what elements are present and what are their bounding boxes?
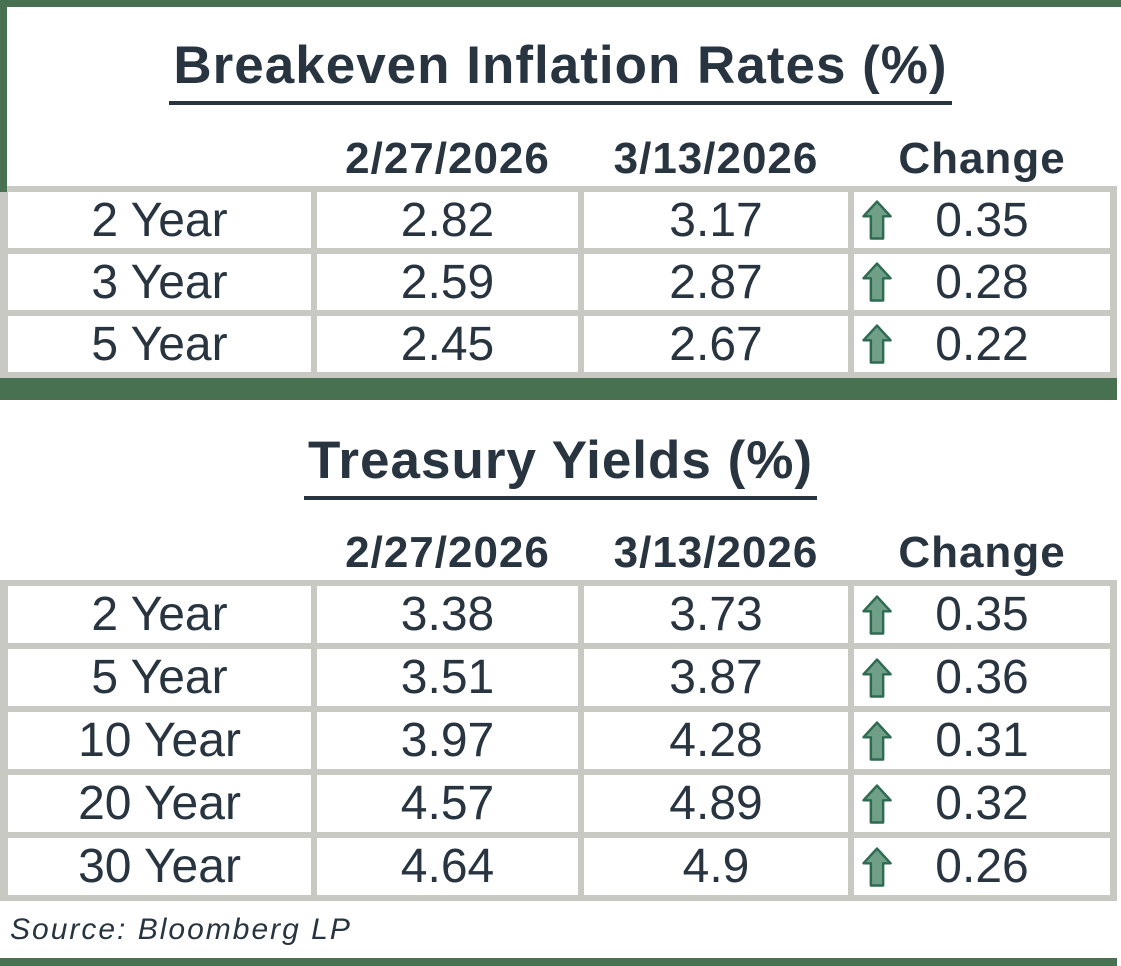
prev-value-cell: 3.97: [317, 712, 578, 769]
prev-value-cell: 3.38: [317, 586, 578, 643]
change-value: 0.32: [935, 777, 1029, 830]
curr-value-cell: 2.67: [584, 316, 848, 372]
row-label-cell: 30 Year: [8, 838, 311, 895]
treasury-column-headers: 2/27/2026 3/13/2026 Change: [0, 528, 1117, 580]
change-cell: 0.35: [854, 586, 1110, 643]
row-label-cell: 20 Year: [8, 775, 311, 832]
change-value: 0.22: [935, 317, 1029, 371]
up-arrow-icon: [861, 199, 893, 241]
change-cell: 0.22: [854, 316, 1110, 372]
change-cell: 0.26: [854, 838, 1110, 895]
column-header-prev-date: 2/27/2026: [345, 134, 550, 183]
breakeven-column-headers: 2/27/2026 3/13/2026 Change: [0, 134, 1117, 186]
row-label-cell: 2 Year: [8, 586, 311, 643]
up-arrow-icon: [861, 783, 893, 825]
column-header-curr-date: 3/13/2026: [613, 134, 819, 183]
up-arrow-icon: [861, 261, 893, 303]
prev-value-cell: 3.51: [317, 649, 578, 706]
change-cell: 0.28: [854, 254, 1110, 310]
curr-value-cell: 3.87: [584, 649, 848, 706]
change-value: 0.36: [935, 651, 1029, 704]
row-label-cell: 2 Year: [8, 192, 311, 248]
change-cell: 0.36: [854, 649, 1110, 706]
curr-value-cell: 4.89: [584, 775, 848, 832]
source-row: Source: Bloomberg LP: [0, 901, 1117, 958]
prev-value-cell: 2.82: [317, 192, 578, 248]
change-value: 0.31: [935, 714, 1029, 767]
up-arrow-icon: [861, 323, 893, 365]
up-arrow-icon: [861, 846, 893, 888]
table-divider: [0, 378, 1117, 400]
column-header-change: Change: [898, 134, 1066, 183]
curr-value-cell: 3.73: [584, 586, 848, 643]
column-header-maturity: [8, 134, 311, 184]
prev-value-cell: 2.59: [317, 254, 578, 310]
curr-value-cell: 4.28: [584, 712, 848, 769]
top-border: [0, 0, 1121, 7]
up-arrow-icon: [861, 657, 893, 699]
breakeven-table-header: Breakeven Inflation Rates (%) 2/27/2026 …: [0, 7, 1121, 186]
column-header-prev-date: 2/27/2026: [345, 528, 550, 577]
curr-value-cell: 3.17: [584, 192, 848, 248]
breakeven-table-grid: 2 Year 2.82 3.17 0.35 3 Year 2.59 2.87 0.28 5 Ye…: [0, 186, 1117, 378]
bottom-border: [0, 958, 1117, 966]
column-header-maturity: [8, 528, 311, 578]
treasury-table-title: Treasury Yields (%): [303, 430, 818, 500]
change-cell: 0.35: [854, 192, 1110, 248]
change-value: 0.28: [935, 255, 1029, 309]
curr-value-cell: 2.87: [584, 254, 848, 310]
row-label-cell: 5 Year: [8, 316, 311, 372]
treasury-table-grid: 2 Year 3.38 3.73 0.35 5 Year 3.51 3.87 0.36 10 Y…: [0, 580, 1117, 901]
up-arrow-icon: [861, 720, 893, 762]
change-value: 0.35: [935, 193, 1029, 247]
source-note: Source: Bloomberg LP: [10, 912, 352, 946]
row-label-cell: 10 Year: [8, 712, 311, 769]
change-cell: 0.32: [854, 775, 1110, 832]
row-label-cell: 5 Year: [8, 649, 311, 706]
breakeven-table-title: Breakeven Inflation Rates (%): [169, 35, 952, 105]
prev-value-cell: 4.57: [317, 775, 578, 832]
left-border: [0, 0, 7, 192]
up-arrow-icon: [861, 594, 893, 636]
treasury-table-header: Treasury Yields (%) 2/27/2026 3/13/2026 …: [0, 400, 1121, 580]
prev-value-cell: 4.64: [317, 838, 578, 895]
prev-value-cell: 2.45: [317, 316, 578, 372]
column-header-change: Change: [898, 528, 1066, 577]
column-header-curr-date: 3/13/2026: [613, 528, 819, 577]
change-cell: 0.31: [854, 712, 1110, 769]
curr-value-cell: 4.9: [584, 838, 848, 895]
change-value: 0.26: [935, 840, 1029, 893]
row-label-cell: 3 Year: [8, 254, 311, 310]
change-value: 0.35: [935, 588, 1029, 641]
